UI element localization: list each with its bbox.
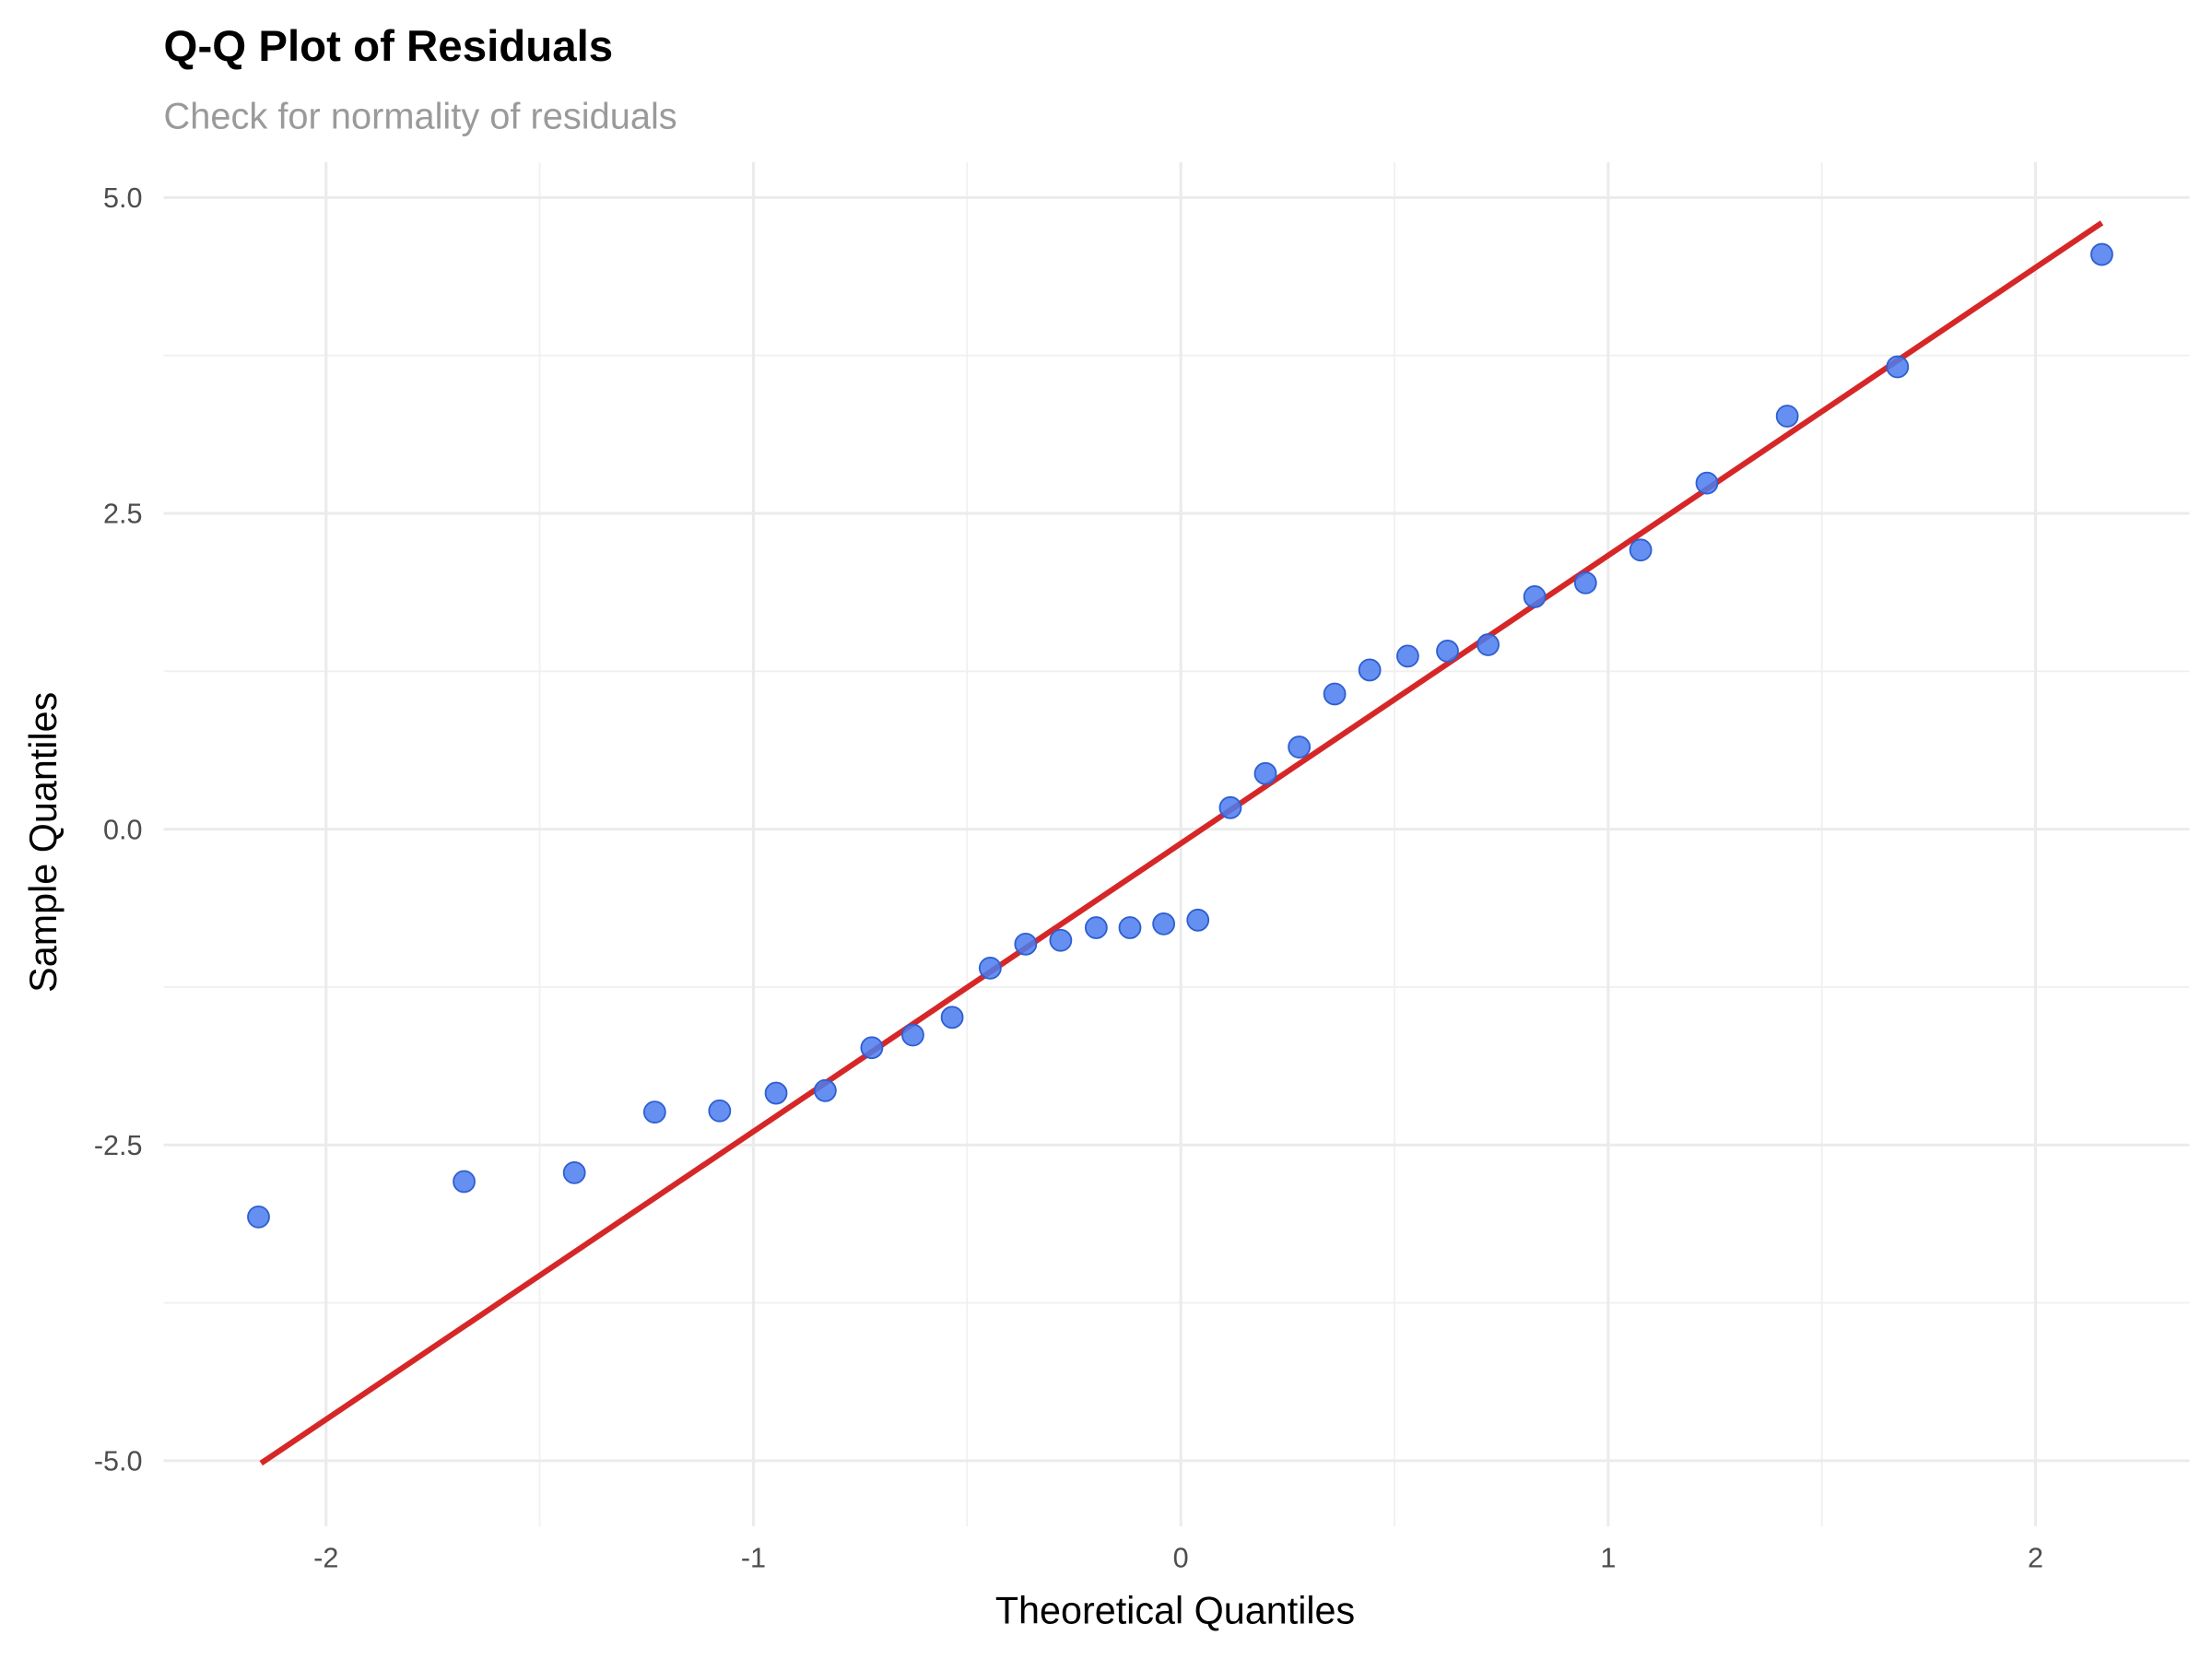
reference-line-group [259,220,2104,1466]
data-point [562,1160,586,1184]
tick-labels: -2 -1 0 1 2 -5.0 -2.5 0.0 2.5 5.0 [94,182,2043,1573]
data-point [1629,538,1653,562]
y-tick-label: 0.0 [103,814,143,845]
x-tick-label: 0 [1173,1543,1189,1574]
x-tick-label: 1 [1600,1543,1616,1574]
data-point [940,1006,964,1030]
data-point [764,1081,788,1105]
x-tick-label: -1 [741,1543,766,1574]
data-point [1152,912,1176,935]
data-point [1186,908,1210,932]
data-point [1253,761,1277,785]
data-point [1049,928,1073,952]
data-point [978,956,1002,980]
x-axis-label: Theoretical Quantiles [995,1590,1355,1632]
y-tick-label: 5.0 [103,182,143,214]
data-point [1573,571,1597,594]
data-point [1323,682,1347,706]
data-point [1014,932,1038,956]
data-point [453,1170,476,1194]
data-point [901,1023,924,1047]
data-point [860,1036,884,1060]
y-tick-label: -2.5 [94,1130,143,1161]
data-point [1118,916,1142,939]
data-point [1436,639,1459,663]
data-point [1477,633,1500,656]
chart-subtitle: Check for normality of residuals [164,96,677,136]
data-point [708,1099,732,1123]
grid [163,162,2190,1527]
data-point [813,1078,837,1102]
x-tick-label: -2 [313,1543,338,1574]
y-tick-label: -5.0 [94,1446,143,1477]
data-point [1886,355,1910,379]
data-point [1084,916,1108,939]
data-point [1695,471,1719,495]
data-point [1523,585,1547,608]
data-point [1288,735,1312,759]
y-tick-label: 2.5 [103,499,143,530]
points [247,242,2113,1229]
data-point [247,1205,270,1229]
data-point [642,1100,666,1124]
data-point [1358,658,1382,682]
data-point [1218,795,1242,819]
data-point [1395,644,1419,668]
reference-line [259,220,2104,1466]
data-point [1775,405,1799,428]
data-point [2090,242,2113,266]
chart-title: Q-Q Plot of Residuals [164,22,614,71]
x-tick-label: 2 [2028,1543,2043,1574]
y-axis-label: Sample Quantiles [22,692,65,993]
